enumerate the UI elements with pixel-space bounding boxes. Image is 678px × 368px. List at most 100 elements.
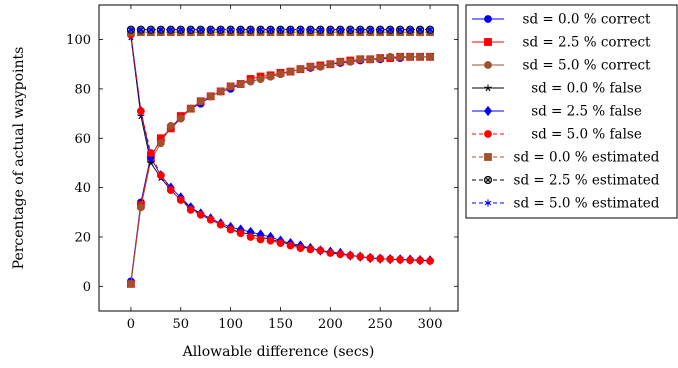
data-point [137, 204, 144, 211]
data-point [377, 255, 384, 262]
series-line [131, 35, 430, 261]
data-point [277, 70, 284, 77]
series-6 [127, 31, 433, 264]
data-point [426, 257, 433, 264]
data-point [237, 230, 244, 237]
data-point [267, 237, 274, 244]
data-point [247, 78, 254, 85]
series-line [131, 57, 430, 284]
legend-marker [484, 176, 491, 183]
data-point [337, 251, 344, 258]
data-point [277, 240, 284, 247]
y-tick-label: 40 [74, 181, 91, 196]
data-point [227, 83, 234, 90]
x-tick-label: 200 [318, 317, 343, 332]
series-3 [127, 53, 433, 287]
y-tick-label: 100 [66, 33, 91, 48]
x-tick-label: 300 [418, 317, 443, 332]
data-point [426, 53, 433, 60]
data-point [337, 58, 344, 65]
series-line [131, 57, 430, 284]
series-4 [127, 33, 433, 263]
data-point [237, 80, 244, 87]
legend-label: sd = 5.0 % estimated [514, 196, 660, 212]
data-point [297, 244, 304, 251]
data-point [147, 149, 154, 156]
legend-marker [484, 15, 491, 22]
legend-marker [484, 61, 491, 68]
legend-marker [484, 130, 491, 137]
data-point [227, 226, 234, 233]
data-point [167, 186, 174, 193]
x-tick-label: 250 [368, 317, 393, 332]
legend: sd = 0.0 % correct sd = 2.5 % correct sd =… [466, 5, 677, 218]
data-point [327, 61, 334, 68]
x-tick-label: 150 [268, 317, 293, 332]
data-point [177, 196, 184, 203]
plot-area [127, 26, 433, 287]
data-point [217, 221, 224, 228]
data-point [197, 211, 204, 218]
data-point [317, 63, 324, 70]
data-point [207, 93, 214, 100]
series-5 [127, 30, 433, 265]
y-tick-label: 60 [74, 132, 91, 147]
legend-label: sd = 2.5 % estimated [514, 173, 660, 189]
data-point [187, 105, 194, 112]
data-point [247, 233, 254, 240]
data-point [367, 56, 374, 63]
data-point [137, 108, 144, 115]
data-point [127, 280, 134, 287]
data-point [317, 247, 324, 254]
legend-marker [484, 153, 491, 160]
series-1 [127, 53, 433, 285]
legend-label: sd = 0.0 % false [531, 81, 642, 97]
data-point [217, 88, 224, 95]
legend-label: sd = 0.0 % correct [523, 12, 651, 28]
data-point [357, 56, 364, 63]
data-point [327, 249, 334, 256]
data-point [357, 253, 364, 260]
x-tick-label: 50 [172, 317, 189, 332]
data-point [377, 54, 384, 61]
legend-label: sd = 5.0 % correct [523, 58, 651, 74]
legend-label: sd = 2.5 % false [531, 104, 642, 120]
data-point [407, 53, 414, 60]
data-point [257, 75, 264, 82]
data-point [287, 242, 294, 249]
legend-label: sd = 5.0 % false [531, 127, 642, 143]
x-tick-label: 100 [218, 317, 243, 332]
data-point [187, 206, 194, 213]
data-point [397, 53, 404, 60]
series-2 [127, 53, 433, 287]
data-point [297, 66, 304, 73]
data-point [287, 68, 294, 75]
data-point [387, 256, 394, 263]
data-point [177, 115, 184, 122]
x-axis-title: Allowable difference (secs) [182, 344, 375, 360]
legend-label: sd = 2.5 % correct [523, 35, 651, 51]
legend-label: sd = 0.0 % estimated [514, 150, 660, 166]
data-point [257, 236, 264, 243]
data-point [397, 256, 404, 263]
data-point [307, 246, 314, 253]
data-point [157, 172, 164, 179]
data-point [367, 254, 374, 261]
y-tick-label: 20 [74, 230, 91, 245]
data-point [157, 140, 164, 147]
data-point [387, 53, 394, 60]
legend-marker [484, 38, 491, 45]
data-point [207, 216, 214, 223]
series-line [131, 35, 430, 261]
data-point [347, 252, 354, 259]
y-axis-title: Percentage of actual waypoints [11, 47, 27, 270]
x-tick-label: 0 [127, 317, 135, 332]
data-point [197, 98, 204, 105]
y-tick-label: 0 [83, 280, 91, 295]
series-line [131, 57, 430, 282]
data-point [407, 257, 414, 264]
data-point [167, 122, 174, 129]
y-tick-label: 80 [74, 82, 91, 97]
data-point [267, 73, 274, 80]
